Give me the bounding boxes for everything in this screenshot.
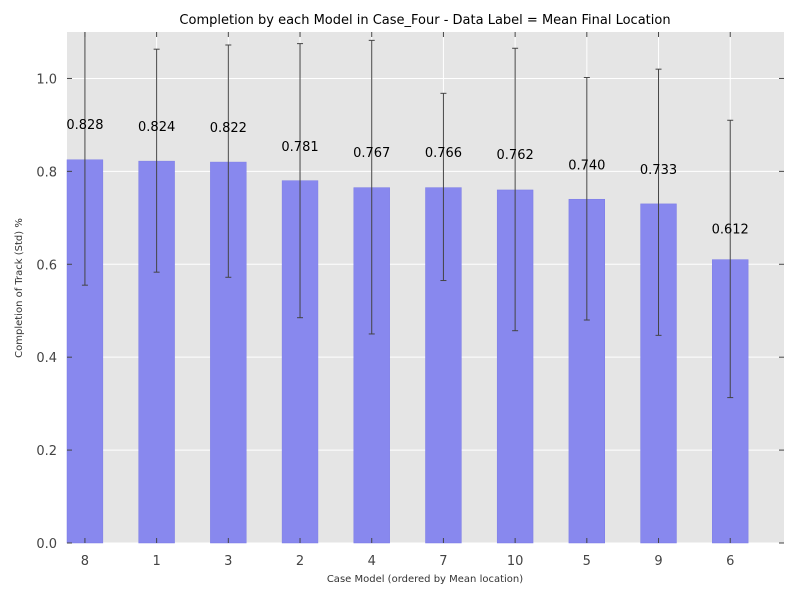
data-label: 0.740	[568, 158, 605, 173]
y-tick-label: 1.0	[36, 72, 57, 87]
data-label: 0.781	[281, 140, 318, 155]
y-axis-label: Completion of Track (Std) %	[14, 218, 25, 358]
y-tick-label: 0.2	[36, 444, 57, 459]
x-tick-label: 4	[368, 554, 376, 569]
y-tick-label: 0.4	[36, 351, 57, 366]
x-axis-label: Case Model (ordered by Mean location)	[327, 574, 523, 585]
data-label: 0.822	[210, 121, 247, 136]
data-label: 0.828	[66, 118, 103, 133]
x-tick-label: 10	[507, 554, 524, 569]
x-axis-ticks: 8 1 3 2 4 7 10 5 9 6	[81, 32, 734, 569]
chart-title: Completion by each Model in Case_Four - …	[179, 13, 670, 28]
x-tick-label: 6	[726, 554, 734, 569]
x-tick-label: 9	[654, 554, 662, 569]
data-label: 0.767	[353, 146, 390, 161]
x-tick-label: 5	[583, 554, 591, 569]
data-label: 0.762	[497, 148, 534, 163]
y-tick-label: 0.6	[36, 258, 57, 273]
y-tick-label: 0.0	[36, 537, 57, 552]
error-bars	[81, 32, 734, 399]
data-labels: 0.828 0.824 0.822 0.781 0.767 0.766 0.762 0.740…	[66, 118, 749, 238]
y-tick-label: 0.8	[36, 165, 57, 180]
data-label: 0.824	[138, 120, 175, 135]
y-axis-ticks: 0.0 0.2 0.4 0.6 0.8 1.0	[36, 72, 784, 552]
data-label: 0.766	[425, 146, 462, 161]
x-tick-label: 7	[439, 554, 447, 569]
x-tick-label: 2	[296, 554, 304, 569]
x-tick-label: 8	[81, 554, 89, 569]
data-label: 0.733	[640, 163, 677, 178]
data-label: 0.612	[712, 223, 749, 238]
x-tick-label: 1	[152, 554, 160, 569]
x-tick-label: 3	[224, 554, 232, 569]
